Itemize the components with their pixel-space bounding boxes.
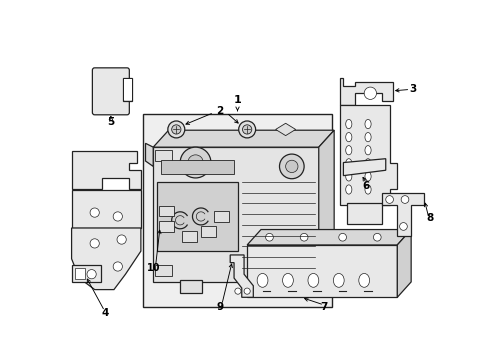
Circle shape [338,233,346,241]
Bar [157,182,238,251]
Circle shape [113,212,122,221]
Ellipse shape [345,185,351,194]
Circle shape [279,154,304,179]
Text: 4: 4 [101,308,108,318]
Polygon shape [343,159,385,176]
Circle shape [238,121,255,138]
Bar [71,189,141,228]
Circle shape [234,288,241,294]
Polygon shape [339,78,393,105]
Ellipse shape [364,132,370,142]
Bar [123,78,131,100]
Polygon shape [396,230,410,297]
Polygon shape [153,130,333,147]
Bar [346,203,381,224]
Circle shape [242,125,251,134]
Ellipse shape [364,120,370,129]
Bar [154,150,171,161]
Bar [182,231,197,242]
Bar [246,245,396,297]
Bar [158,221,174,232]
Bar [276,280,297,293]
Ellipse shape [282,274,293,287]
Circle shape [90,239,99,248]
Text: 9: 9 [216,302,224,311]
Circle shape [87,270,96,279]
Bar [75,268,84,279]
Circle shape [244,288,250,294]
Text: 7: 7 [320,302,327,311]
Bar [214,211,229,222]
Ellipse shape [364,185,370,194]
Bar [158,206,174,216]
Bar [180,280,202,293]
Ellipse shape [257,274,267,287]
Circle shape [373,233,380,241]
Ellipse shape [364,145,370,155]
Circle shape [90,208,99,217]
Bar [153,147,318,282]
Ellipse shape [333,274,344,287]
Polygon shape [145,143,153,166]
Text: 2: 2 [216,106,224,116]
Polygon shape [275,123,295,136]
Text: 5: 5 [107,117,114,127]
Text: 3: 3 [408,84,415,94]
Ellipse shape [345,172,351,181]
Polygon shape [71,151,141,189]
Circle shape [167,121,184,138]
Bar [154,265,171,276]
Ellipse shape [364,159,370,168]
Circle shape [399,222,407,230]
Ellipse shape [307,274,318,287]
Text: 10: 10 [146,263,160,273]
Bar [161,160,234,174]
Circle shape [385,195,393,203]
Ellipse shape [345,159,351,168]
Text: 8: 8 [425,213,432,223]
Ellipse shape [358,274,369,287]
Bar [71,265,101,282]
Ellipse shape [345,120,351,129]
Polygon shape [246,230,410,245]
Circle shape [187,155,203,170]
Circle shape [117,235,126,244]
Circle shape [300,233,307,241]
Polygon shape [71,228,141,289]
Bar [143,114,331,307]
Ellipse shape [345,145,351,155]
Circle shape [180,147,210,178]
Text: 1: 1 [233,95,241,105]
Circle shape [285,160,297,172]
Polygon shape [318,130,333,282]
Ellipse shape [364,172,370,181]
Circle shape [265,233,273,241]
Bar [123,78,132,101]
FancyBboxPatch shape [92,68,129,115]
Polygon shape [381,193,424,236]
Circle shape [400,195,408,203]
Polygon shape [339,105,396,205]
Circle shape [171,125,181,134]
Circle shape [113,262,122,271]
Polygon shape [230,255,253,297]
Circle shape [364,87,376,99]
Ellipse shape [345,132,351,142]
Bar [201,226,216,237]
Text: 6: 6 [362,181,369,191]
